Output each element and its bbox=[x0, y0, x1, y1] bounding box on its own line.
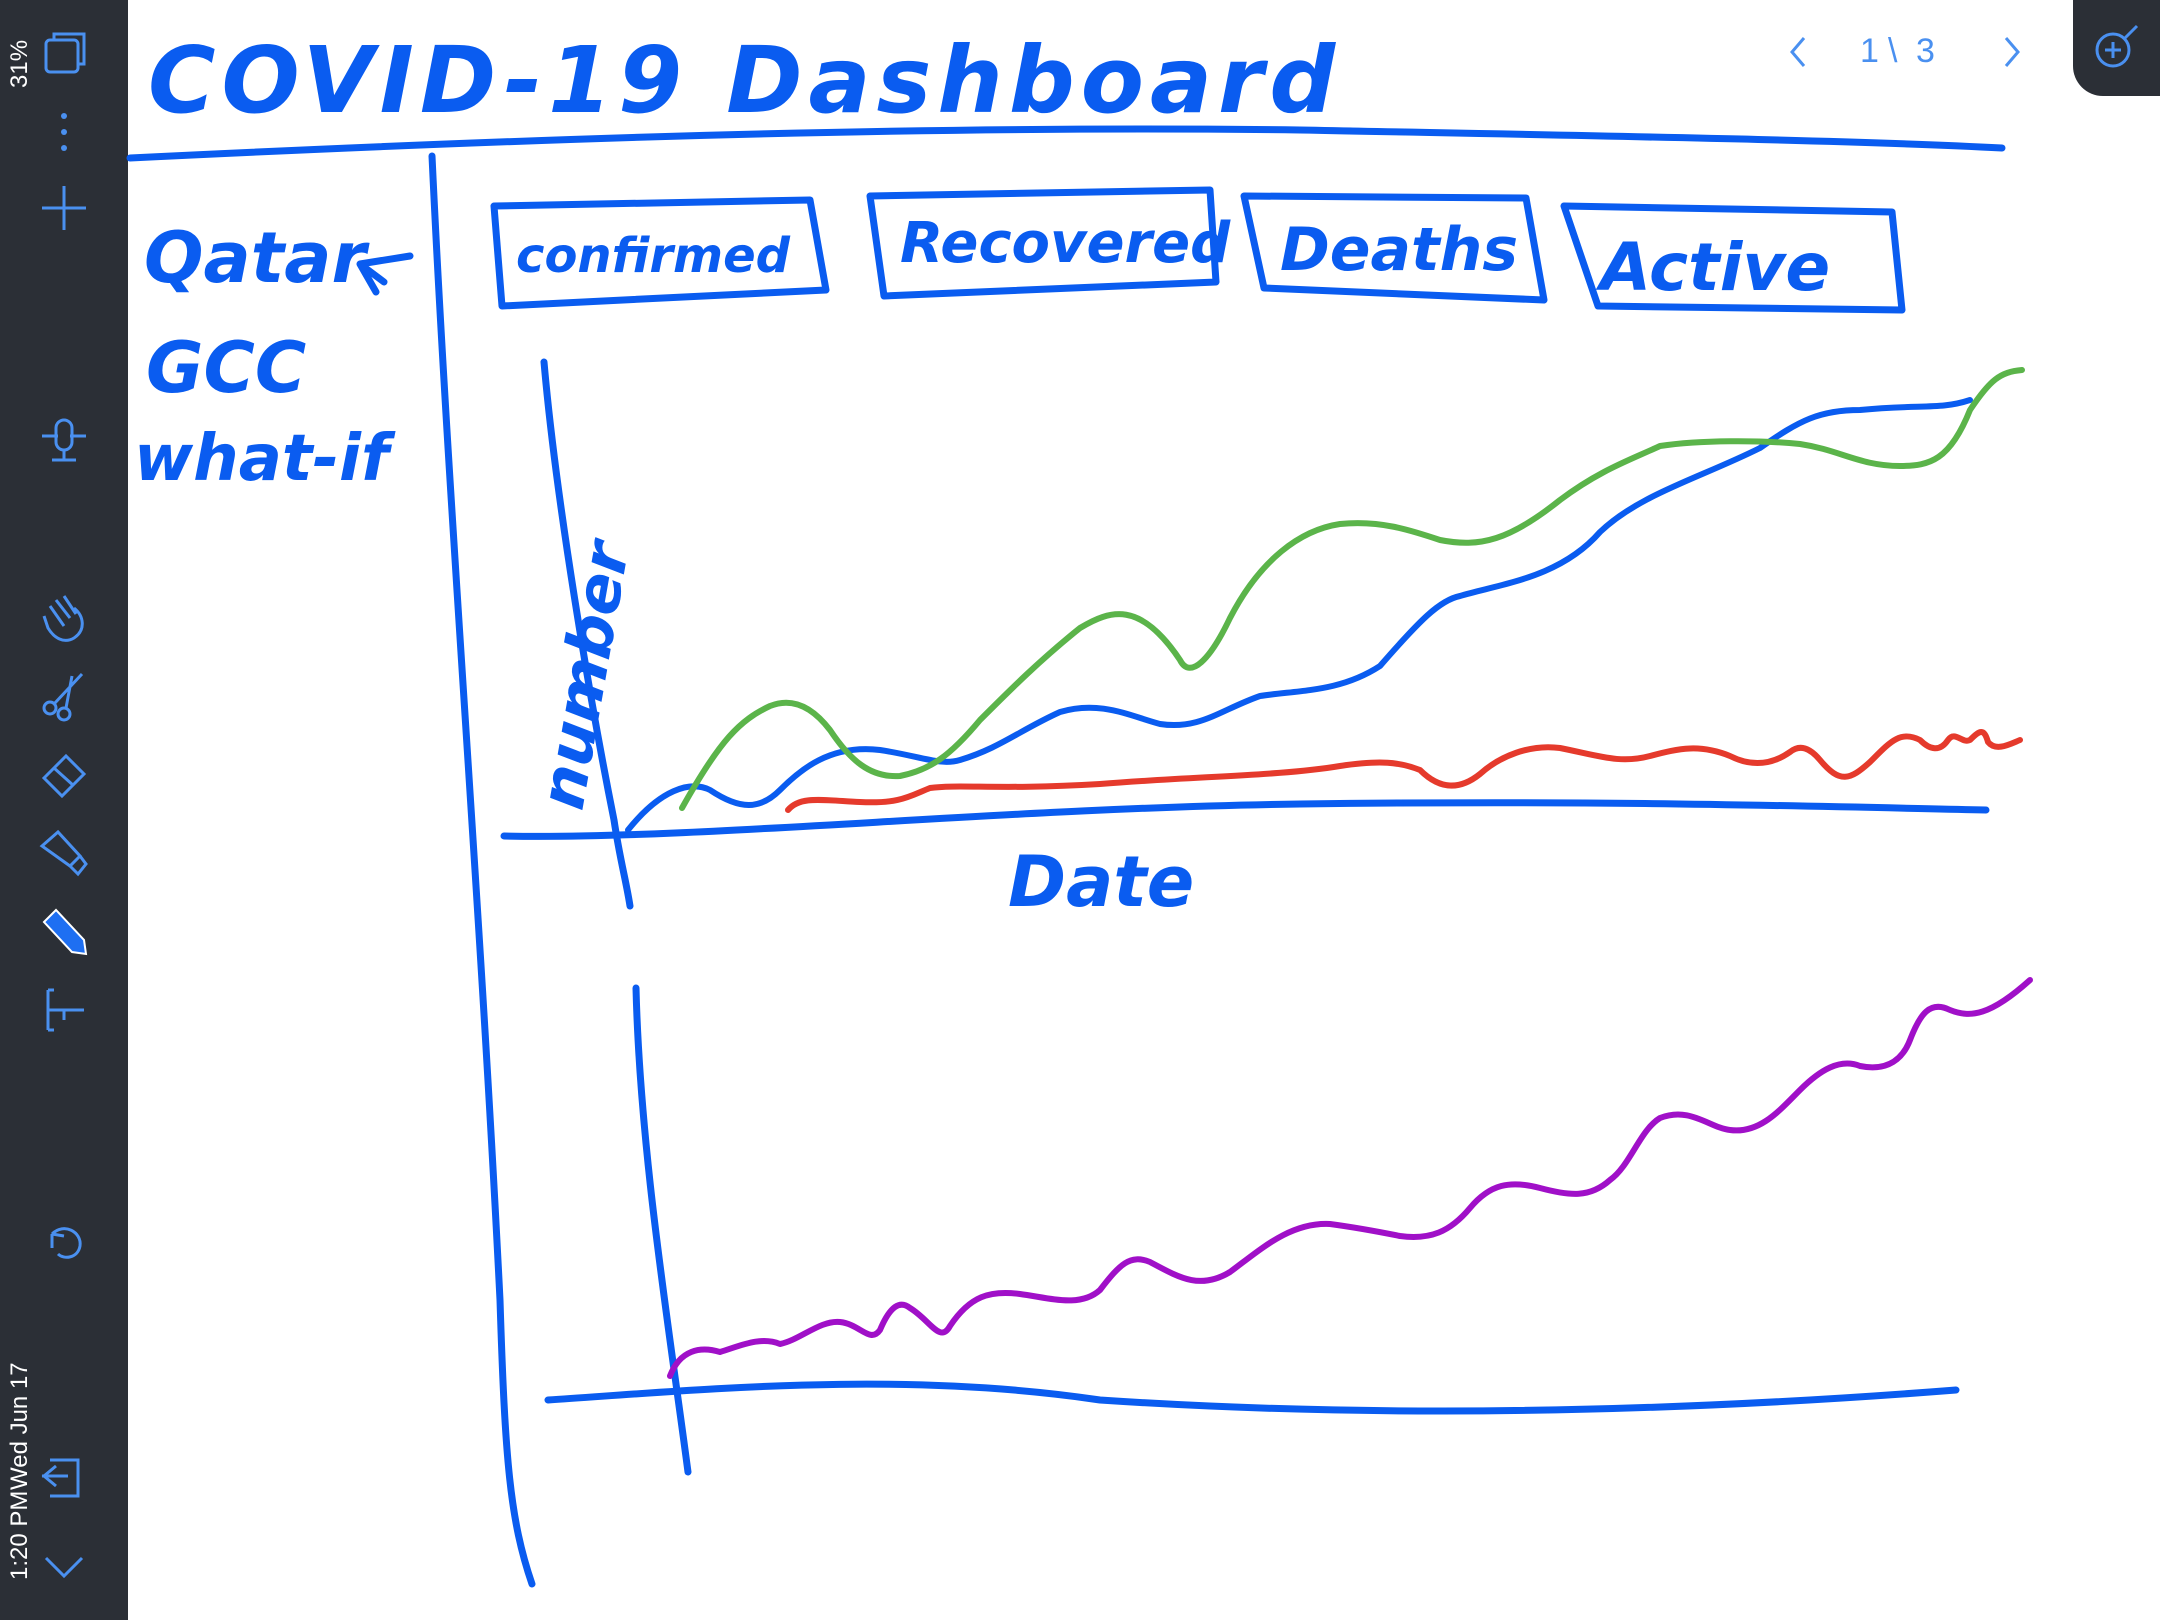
tab-box-active[interactable] bbox=[1560, 202, 1906, 314]
highlighter-icon[interactable] bbox=[28, 818, 100, 890]
sidebar-item-what-if[interactable]: what-if bbox=[134, 422, 396, 496]
page-total: 3 bbox=[1916, 32, 1935, 70]
pages-icon[interactable] bbox=[28, 16, 100, 88]
sidebar-item-qatar[interactable]: Qatar bbox=[144, 217, 370, 299]
eraser-icon[interactable] bbox=[28, 738, 100, 810]
chart2-x-axis bbox=[544, 1380, 1960, 1415]
title-underline bbox=[126, 125, 2006, 162]
chevron-down-icon[interactable] bbox=[28, 1530, 100, 1602]
page-separator: \ bbox=[1888, 32, 1898, 70]
chart1-x-label: Date bbox=[1008, 841, 1194, 923]
export-icon[interactable] bbox=[28, 1440, 100, 1512]
app-toolbar: 31% 1:20 PM Wed Jun 17 bbox=[0, 0, 128, 1620]
microphone-icon[interactable] bbox=[28, 406, 100, 478]
tab-confirmed[interactable]: confirmed bbox=[516, 228, 791, 284]
dashboard-title: COVID-19 Dashboard bbox=[148, 27, 1341, 134]
chart1-x-axis bbox=[500, 799, 1990, 840]
tab-box-deaths[interactable] bbox=[1240, 192, 1548, 304]
page-navigator: 1 \ 3 bbox=[1780, 22, 2040, 82]
sidebar-divider bbox=[428, 152, 536, 1588]
add-page-button[interactable] bbox=[2073, 0, 2160, 96]
hand-icon[interactable] bbox=[28, 580, 100, 652]
pen-icon[interactable] bbox=[28, 896, 100, 968]
sidebar-item-gcc[interactable]: GCC bbox=[146, 327, 306, 409]
active-line bbox=[667, 977, 2033, 1379]
tab-box-confirmed[interactable] bbox=[490, 196, 830, 310]
chevron-right-icon[interactable] bbox=[2004, 37, 2020, 67]
tab-box-recovered[interactable] bbox=[866, 186, 1220, 300]
confirmed-line bbox=[625, 397, 1973, 833]
recovered-line bbox=[679, 367, 2025, 811]
chart1-y-label: number bbox=[525, 533, 644, 815]
chart2-y-axis bbox=[632, 984, 692, 1476]
chart1-y-axis bbox=[540, 358, 634, 910]
more-icon[interactable] bbox=[28, 96, 100, 168]
deaths-line bbox=[785, 729, 2023, 813]
undo-icon[interactable] bbox=[28, 1208, 100, 1280]
text-tool-icon[interactable] bbox=[28, 974, 100, 1046]
page-current: 1 bbox=[1860, 32, 1879, 70]
add-icon[interactable] bbox=[28, 172, 100, 244]
tab-active[interactable]: Active bbox=[1595, 229, 1830, 306]
tab-recovered[interactable]: Recovered bbox=[900, 211, 1231, 276]
selected-arrow-icon bbox=[356, 252, 414, 296]
tab-deaths[interactable]: Deaths bbox=[1280, 215, 1518, 285]
chevron-left-icon[interactable] bbox=[1790, 37, 1806, 67]
scissors-icon[interactable] bbox=[28, 658, 100, 730]
